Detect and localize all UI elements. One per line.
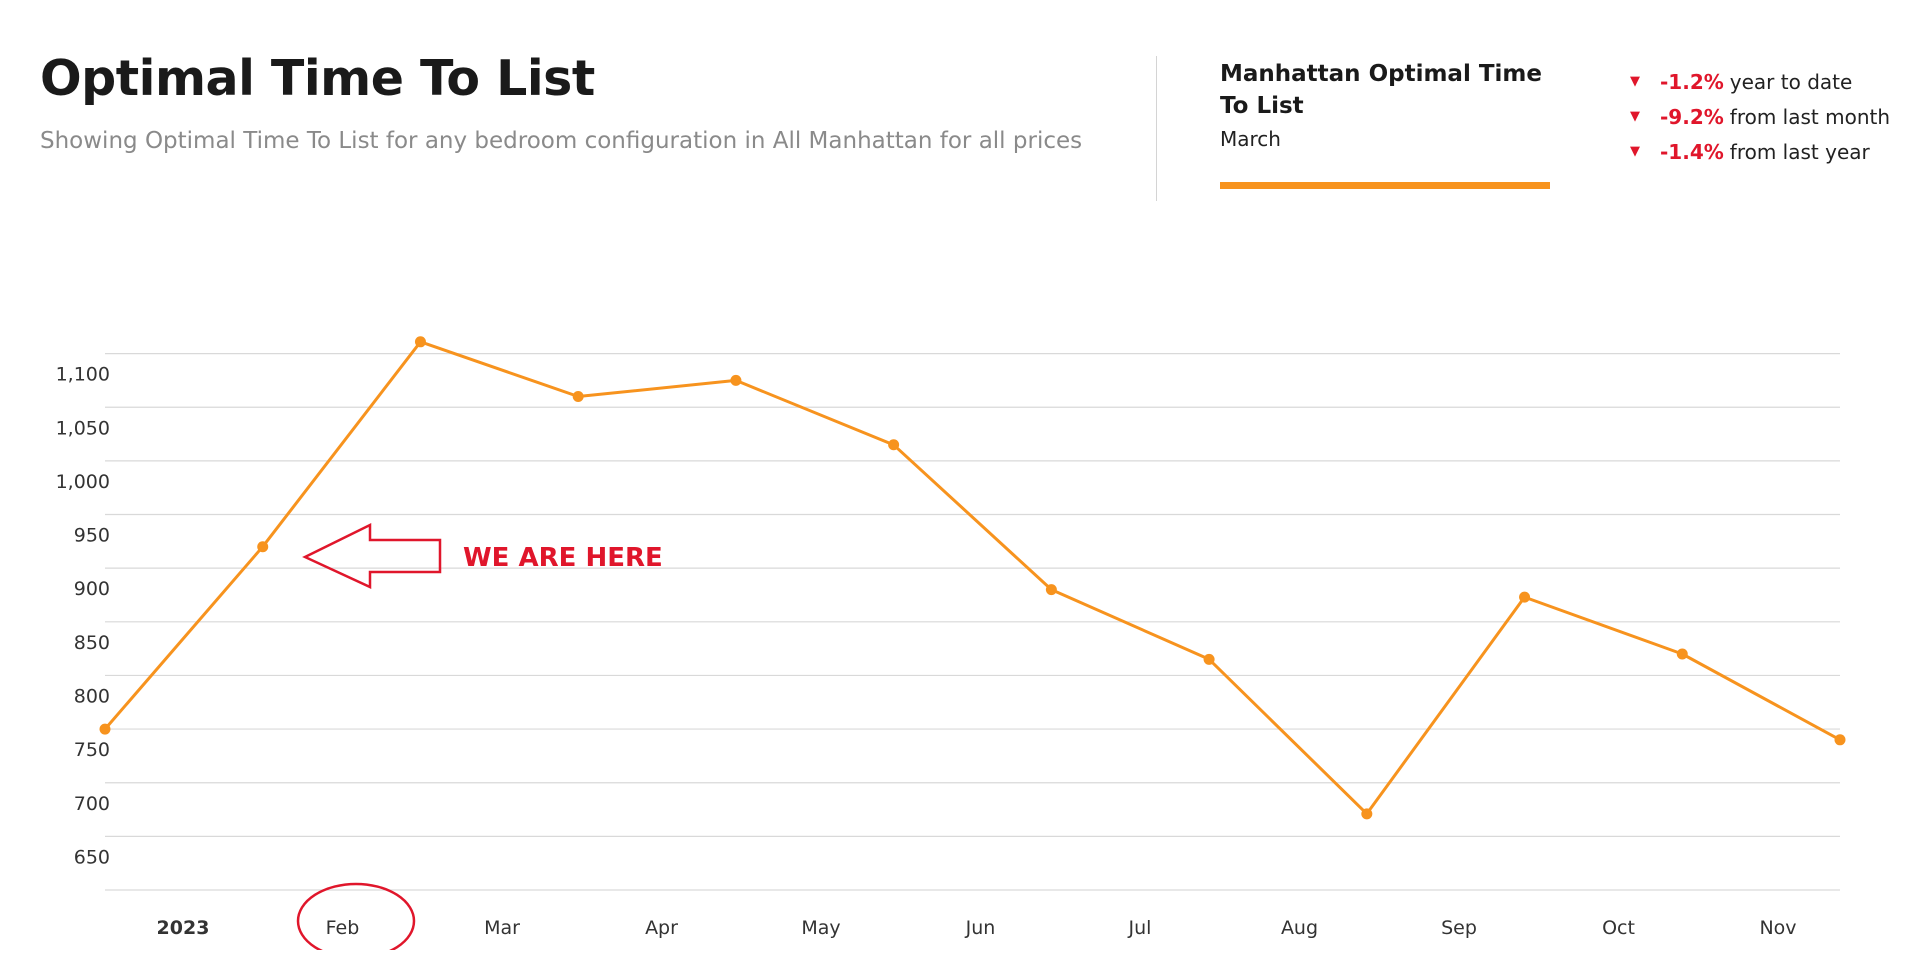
- x-tick-label: Aug: [1281, 917, 1318, 939]
- series-layer: [99, 336, 1846, 820]
- stat-year-to-date: ▼ -1.2% year to date: [1630, 64, 1890, 99]
- x-tick-label: Feb: [326, 917, 360, 939]
- summary-title: Manhattan Optimal Time To List: [1220, 61, 1542, 119]
- x-tick-label: 2023: [157, 917, 210, 939]
- data-point[interactable]: [257, 541, 269, 553]
- x-tick-label: Apr: [645, 917, 678, 939]
- stat-value: -9.2%: [1660, 104, 1724, 129]
- stat-last-month: ▼ -9.2% from last month: [1630, 99, 1890, 134]
- x-tick-label: Sep: [1441, 917, 1477, 939]
- grid-lines: [105, 353, 1840, 891]
- summary-period: March: [1220, 127, 1281, 151]
- data-point[interactable]: [1361, 808, 1373, 820]
- down-triangle-icon: ▼: [1630, 74, 1640, 89]
- y-tick-label: 650: [74, 846, 110, 868]
- down-triangle-icon: ▼: [1630, 144, 1640, 159]
- stat-value: -1.2%: [1660, 69, 1724, 94]
- data-point[interactable]: [888, 439, 900, 451]
- y-tick-label: 700: [74, 793, 110, 815]
- data-point[interactable]: [572, 391, 584, 403]
- stat-last-year: ▼ -1.4% from last year: [1630, 134, 1890, 169]
- line-chart: 650 700 750 800 850 900 950 1,000 1,050 1,100 202…: [56, 336, 1846, 950]
- data-point[interactable]: [730, 374, 742, 386]
- page-title: Optimal Time To List: [40, 50, 595, 107]
- data-point[interactable]: [1519, 591, 1531, 603]
- y-tick-label: 950: [74, 525, 110, 547]
- y-tick-label: 850: [74, 632, 110, 654]
- data-point[interactable]: [1676, 648, 1688, 660]
- we-are-here-arrow-icon: [302, 522, 442, 589]
- we-are-here-label: WE ARE HERE: [463, 543, 663, 573]
- y-tick-label: 1,100: [56, 364, 110, 386]
- x-tick-label: Mar: [484, 917, 520, 939]
- stat-label: from last month: [1729, 104, 1891, 129]
- data-point[interactable]: [1203, 653, 1215, 665]
- data-point[interactable]: [1834, 734, 1846, 746]
- x-tick-label: May: [801, 917, 840, 939]
- y-tick-label: 1,050: [56, 417, 110, 439]
- stats-list: ▼ -1.2% year to date ▼ -9.2% from last m…: [1630, 64, 1890, 169]
- data-point[interactable]: [414, 336, 426, 348]
- page-subtitle: Showing Optimal Time To List for any bed…: [40, 128, 1083, 154]
- header-divider: [1156, 56, 1157, 201]
- summary-accent-bar: [1220, 182, 1550, 189]
- y-tick-label: 800: [74, 685, 110, 707]
- stat-label: year to date: [1729, 69, 1853, 94]
- x-axis-ticks: 2023 Feb Mar Apr May Jun Jul Aug Sep Oct Nov: [157, 917, 1797, 939]
- feb-highlight-circle: [296, 882, 416, 950]
- x-tick-label: Nov: [1759, 917, 1796, 939]
- series-line: [103, 340, 1841, 816]
- y-tick-label: 750: [74, 739, 110, 761]
- data-point[interactable]: [1045, 584, 1057, 596]
- x-tick-label: Oct: [1602, 917, 1635, 939]
- y-axis-ticks: 650 700 750 800 850 900 950 1,000 1,050 1,100: [56, 364, 110, 869]
- stat-value: -1.4%: [1660, 139, 1724, 164]
- down-triangle-icon: ▼: [1630, 109, 1640, 124]
- x-tick-label: Jul: [1128, 917, 1152, 939]
- x-tick-label: Jun: [965, 917, 996, 939]
- y-tick-label: 1,000: [56, 471, 110, 493]
- y-tick-label: 900: [74, 578, 110, 600]
- stat-label: from last year: [1729, 139, 1870, 164]
- data-point[interactable]: [99, 723, 111, 735]
